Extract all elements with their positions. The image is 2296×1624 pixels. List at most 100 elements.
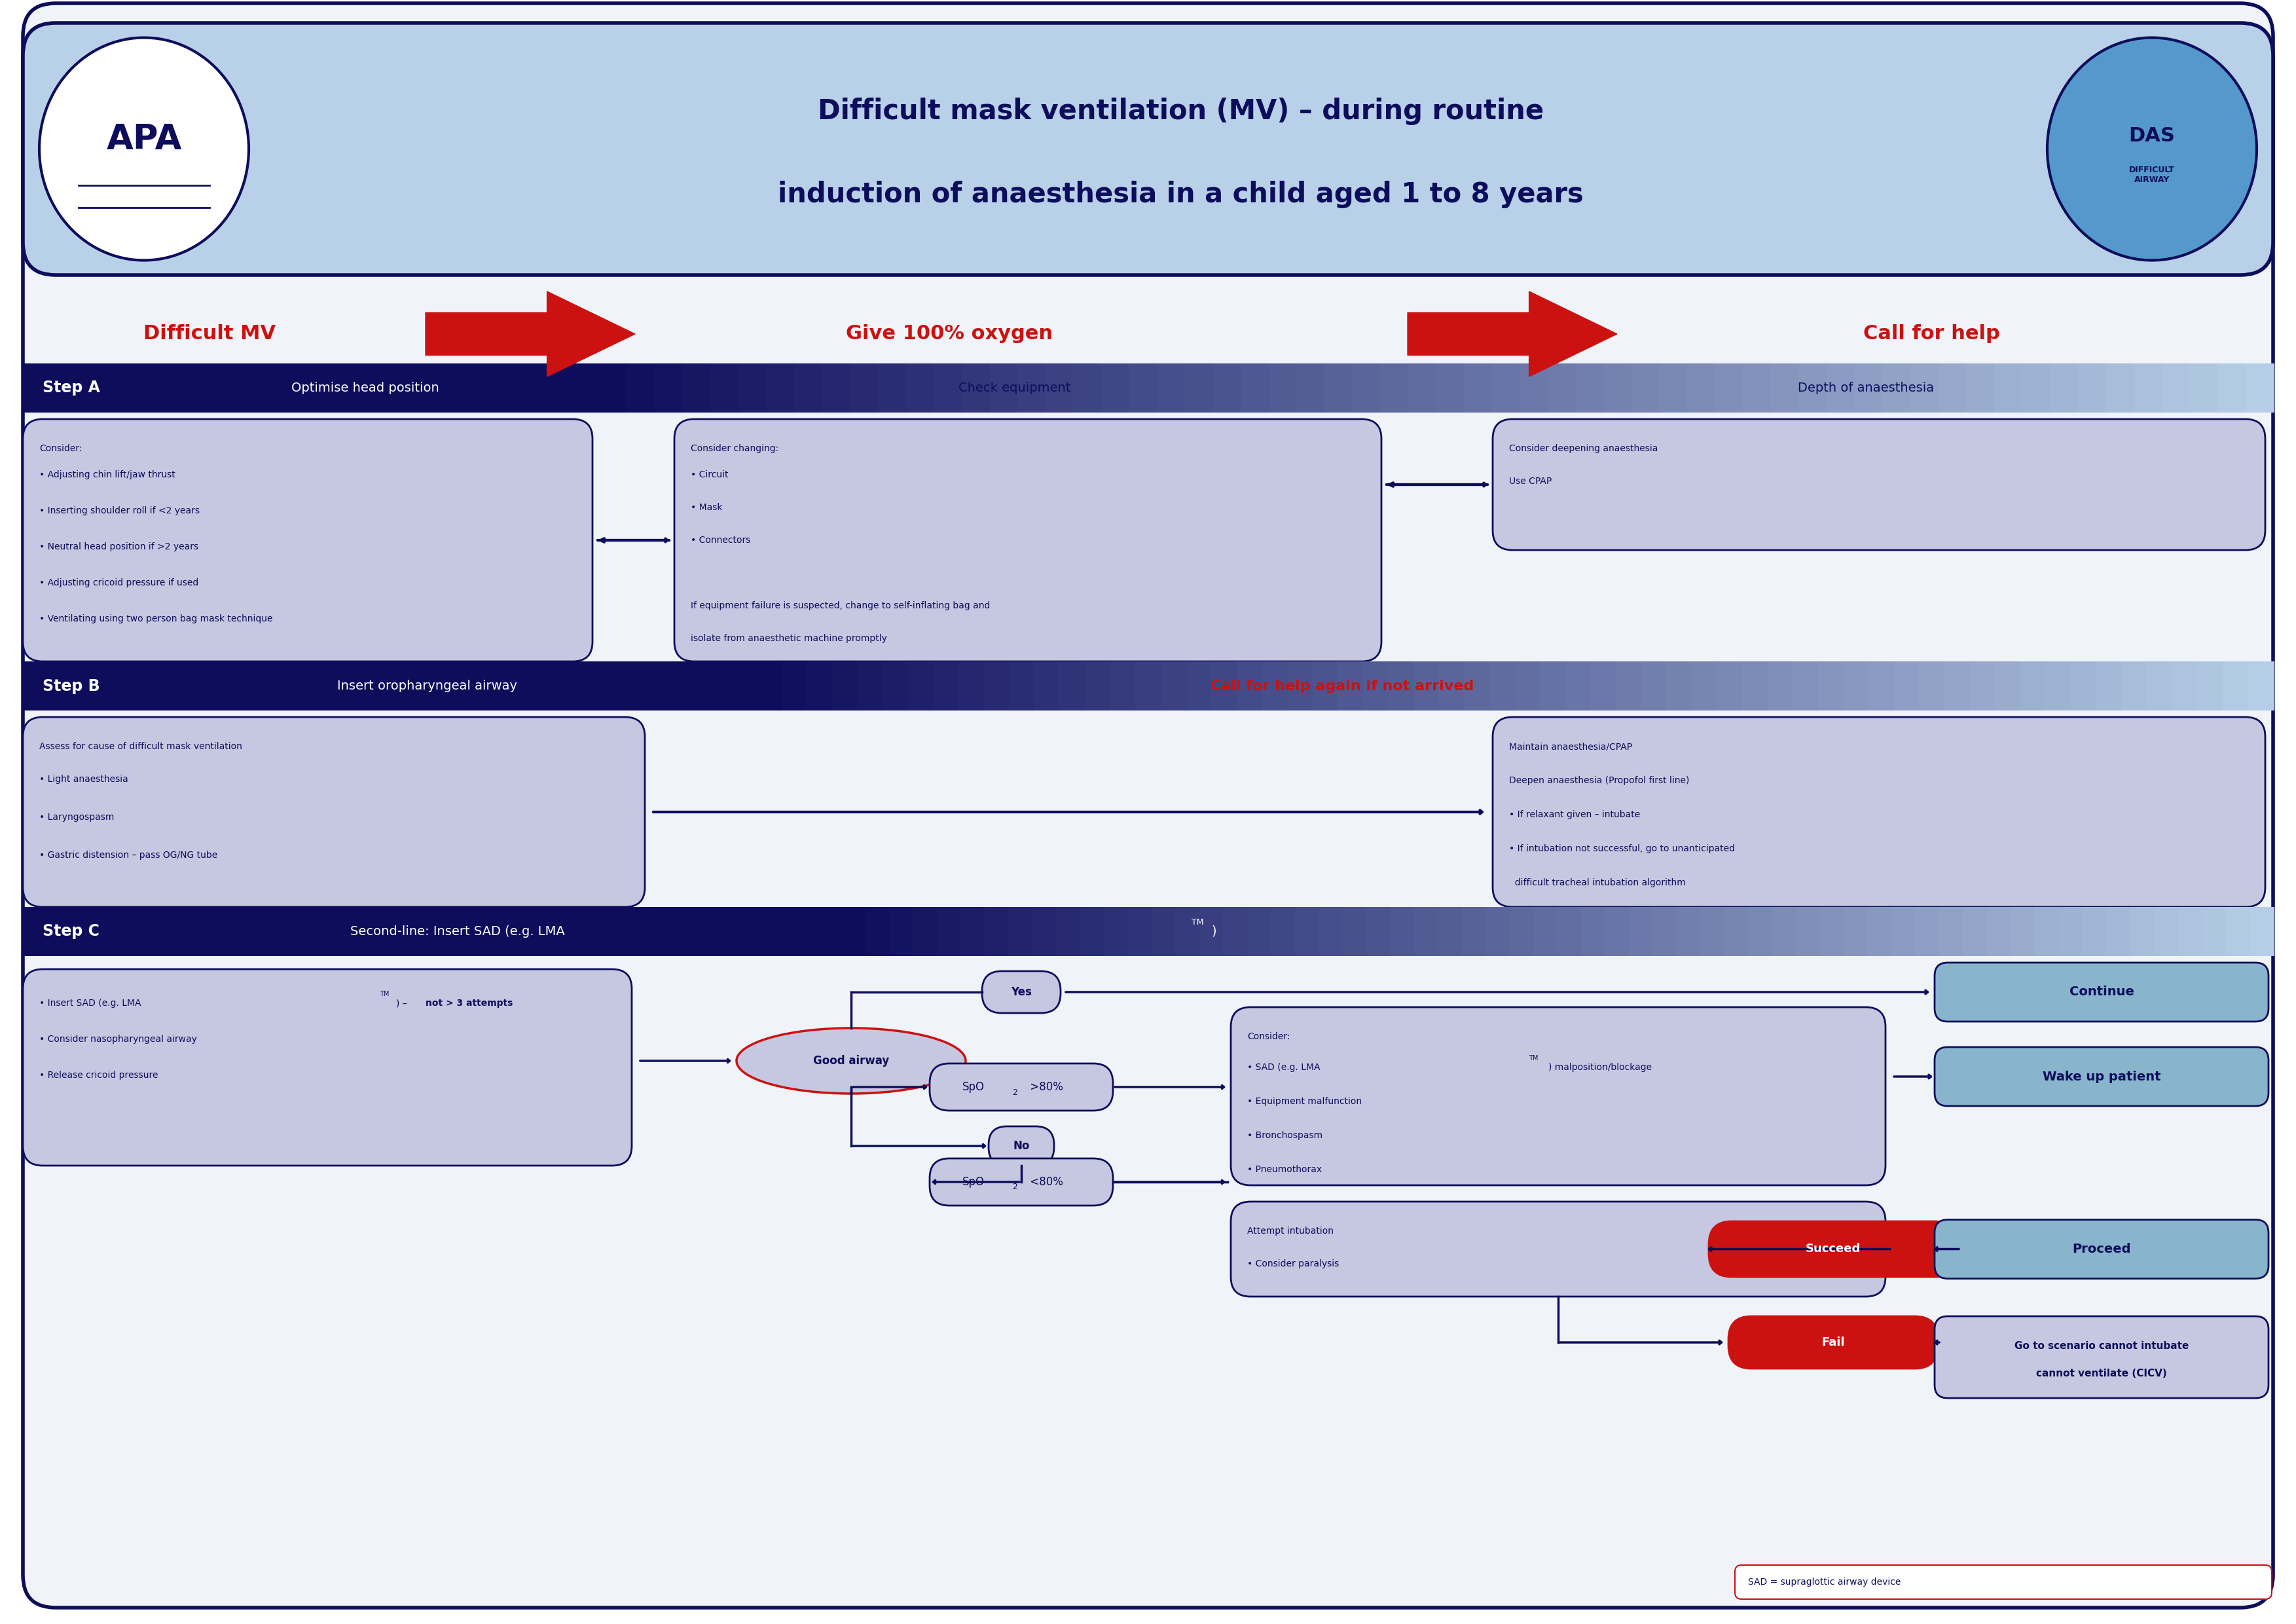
Bar	[850, 364, 879, 412]
Text: Go to scenario cannot intubate: Go to scenario cannot intubate	[2014, 1341, 2188, 1351]
Bar	[1919, 661, 1945, 711]
Bar	[1995, 661, 2020, 711]
FancyBboxPatch shape	[23, 970, 631, 1166]
Text: • Adjusting chin lift/jaw thrust: • Adjusting chin lift/jaw thrust	[39, 471, 174, 479]
Bar	[1185, 364, 1215, 412]
Bar	[2034, 906, 2060, 957]
Bar	[806, 661, 833, 711]
Bar	[1653, 906, 1678, 957]
Bar	[1575, 364, 1605, 412]
Text: • Bronchospasm: • Bronchospasm	[1247, 1130, 1322, 1140]
FancyBboxPatch shape	[1736, 1566, 2271, 1600]
Bar	[1660, 364, 1688, 412]
FancyBboxPatch shape	[1231, 1202, 1885, 1296]
Bar	[934, 364, 962, 412]
Bar	[1437, 906, 1463, 957]
FancyBboxPatch shape	[675, 419, 1382, 661]
FancyBboxPatch shape	[983, 971, 1061, 1013]
Text: SpO: SpO	[962, 1176, 985, 1187]
Text: TM: TM	[379, 991, 388, 997]
Bar	[1508, 906, 1534, 957]
FancyBboxPatch shape	[990, 1127, 1054, 1166]
Bar	[794, 364, 824, 412]
Bar	[1389, 661, 1414, 711]
Bar	[2050, 364, 2080, 412]
Text: cannot ventilate (CICV): cannot ventilate (CICV)	[2037, 1369, 2167, 1379]
Bar	[767, 364, 797, 412]
Text: • Ventilating using two person bag mask technique: • Ventilating using two person bag mask …	[39, 614, 273, 624]
Text: • Consider nasopharyngeal airway: • Consider nasopharyngeal airway	[39, 1034, 197, 1044]
Bar	[960, 906, 985, 957]
Bar	[1520, 364, 1550, 412]
FancyBboxPatch shape	[1231, 1007, 1885, 1186]
Text: Give 100% oxygen: Give 100% oxygen	[845, 325, 1054, 343]
Bar	[1153, 906, 1176, 957]
Text: • Equipment malfunction: • Equipment malfunction	[1247, 1096, 1362, 1106]
Text: • Consider paralysis: • Consider paralysis	[1247, 1259, 1339, 1268]
Bar	[1199, 906, 1224, 957]
Bar	[1844, 661, 1869, 711]
Text: • Circuit: • Circuit	[691, 471, 728, 479]
Text: • If relaxant given – intubate: • If relaxant given – intubate	[1508, 810, 1639, 818]
Text: >80%: >80%	[1026, 1082, 1063, 1093]
Bar	[1642, 661, 1667, 711]
Bar	[1490, 661, 1515, 711]
Bar	[1045, 364, 1075, 412]
Bar	[2250, 906, 2275, 957]
Text: • Adjusting cricoid pressure if used: • Adjusting cricoid pressure if used	[39, 578, 197, 588]
Text: If equipment failure is suspected, change to self-inflating bag and: If equipment failure is suspected, chang…	[691, 601, 990, 611]
Text: ) malposition/blockage: ) malposition/blockage	[1548, 1062, 1651, 1072]
Bar	[1084, 661, 1111, 711]
Text: • Release cricoid pressure: • Release cricoid pressure	[39, 1070, 158, 1080]
Text: not > 3 attempts: not > 3 attempts	[425, 999, 512, 1009]
Bar	[2223, 661, 2250, 711]
Bar	[822, 364, 852, 412]
Bar	[2225, 906, 2250, 957]
Bar	[1603, 364, 1632, 412]
Bar	[654, 364, 684, 412]
Bar	[1056, 906, 1081, 957]
Bar	[755, 661, 783, 711]
Bar	[2082, 906, 2108, 957]
Bar	[1270, 906, 1295, 957]
Bar	[1688, 364, 1717, 412]
Bar	[1414, 906, 1440, 957]
Text: <80%: <80%	[1026, 1176, 1063, 1187]
FancyBboxPatch shape	[1936, 1220, 2268, 1278]
Bar	[1440, 661, 1465, 711]
Bar	[1318, 906, 1343, 957]
Text: 2: 2	[1013, 1088, 1017, 1096]
Bar	[23, 364, 599, 412]
Bar	[1238, 661, 1263, 711]
Text: Attempt intubation: Attempt intubation	[1247, 1226, 1334, 1236]
Bar	[937, 906, 962, 957]
Bar	[1818, 661, 1844, 711]
Bar	[1130, 364, 1159, 412]
Text: Fail: Fail	[1821, 1337, 1844, 1348]
FancyBboxPatch shape	[23, 3, 2273, 1608]
Bar	[1008, 906, 1033, 957]
Bar	[1892, 906, 1917, 957]
Bar	[739, 364, 767, 412]
Bar	[1297, 364, 1325, 412]
Bar	[1414, 661, 1440, 711]
Bar	[1692, 661, 1717, 711]
Text: Step B: Step B	[44, 679, 101, 693]
Bar	[1127, 906, 1153, 957]
Bar	[2078, 364, 2108, 412]
Bar	[2172, 661, 2200, 711]
FancyBboxPatch shape	[23, 23, 2273, 274]
Bar	[2096, 661, 2124, 711]
Text: Wake up patient: Wake up patient	[2043, 1070, 2161, 1083]
Bar	[1715, 364, 1745, 412]
Bar	[2122, 661, 2149, 711]
Bar	[1986, 906, 2011, 957]
Bar	[1915, 906, 1940, 957]
Text: Call for help again if not arrived: Call for help again if not arrived	[1210, 679, 1474, 692]
Bar	[1465, 364, 1492, 412]
Bar	[23, 906, 840, 957]
Bar	[1343, 906, 1368, 957]
Bar	[983, 661, 1010, 711]
Text: Consider deepening anaesthesia: Consider deepening anaesthesia	[1508, 443, 1658, 453]
Bar	[2177, 906, 2202, 957]
